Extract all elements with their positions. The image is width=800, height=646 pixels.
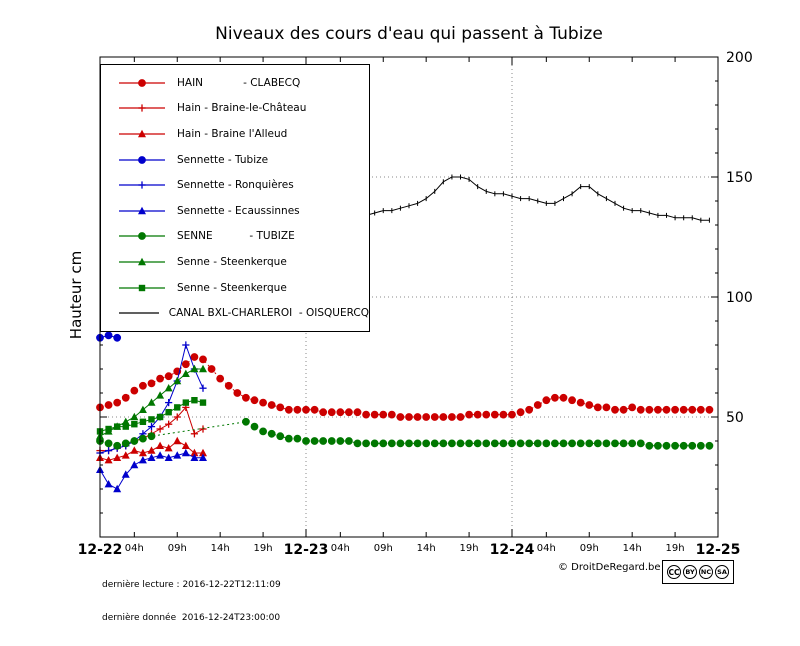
legend-entry: CANAL BXL-CHARLEROI - OISQUERCQ: [101, 306, 369, 320]
legend-entry: Hain - Braine l'Alleud: [101, 127, 369, 141]
legend-triangle-sample: [119, 206, 165, 214]
legend-entry: Sennette - Tubize: [101, 153, 369, 167]
legend-label: Senne - Steenkerque: [177, 255, 287, 268]
cc-by-icon: BY: [683, 565, 697, 579]
legend-circle-sample: [119, 232, 165, 241]
svg-text:19h: 19h: [666, 543, 685, 554]
last-data-note: dernière donnée 2016-12-24T23:00:00: [102, 613, 281, 623]
svg-text:150: 150: [726, 170, 753, 186]
legend-entry: Sennette - Ronquières: [101, 178, 369, 192]
legend-label: Hain - Braine-le-Château: [177, 102, 307, 115]
last-reading-note: dernière lecture : 2016-12-22T12:11:09: [102, 580, 281, 590]
legend-label: Sennette - Ecaussinnes: [177, 204, 300, 217]
cc-cc-icon: CC: [667, 565, 681, 579]
svg-text:04h: 04h: [537, 543, 556, 554]
svg-text:50: 50: [726, 410, 744, 426]
legend-label: SENNE - TUBIZE: [177, 230, 295, 243]
svg-text:09h: 09h: [580, 543, 599, 554]
cc-nc-icon: NC: [699, 565, 713, 579]
copyright-link[interactable]: © DroitDeRegard.be: [558, 562, 661, 573]
legend-entry: HAIN - CLABECQ: [101, 76, 369, 90]
water-levels-chart-page: Niveaux des cours d'eau qui passent à Tu…: [67, 24, 753, 623]
legend-label: CANAL BXL-CHARLEROI - OISQUERCQ: [168, 307, 369, 320]
legend-entry: Hain - Braine-le-Château: [101, 101, 369, 115]
legend-label: Senne - Steenkerque: [177, 281, 287, 294]
legend: HAIN - CLABECQ Hain - Braine-le-Château Ha…: [100, 64, 370, 332]
legend-plus-sample: [119, 104, 165, 112]
legend-plus-sample: [119, 181, 165, 189]
legend-label: HAIN - CLABECQ: [177, 76, 301, 89]
legend-entry: Senne - Steenkerque: [101, 255, 369, 269]
footer-notes: dernière lecture : 2016-12-22T12:11:09 d…: [102, 558, 281, 646]
legend-entry: Sennette - Ecaussinnes: [101, 204, 369, 218]
legend-circle-sample: [119, 155, 165, 164]
svg-text:04h: 04h: [125, 543, 144, 554]
svg-text:12-22: 12-22: [78, 542, 123, 558]
legend-triangle-sample: [119, 257, 165, 266]
chart-canvas: 50 100 150 200 04h 09h 14h 19h 04h 09h 14h 19h 04h 09…: [78, 50, 753, 558]
legend-entry: SENNE - TUBIZE: [101, 229, 369, 243]
legend-label: Sennette - Tubize: [177, 153, 269, 166]
cc-sa-icon: SA: [715, 565, 729, 579]
chart-title: Niveaux des cours d'eau qui passent à Tu…: [215, 24, 603, 44]
svg-text:09h: 09h: [168, 543, 187, 554]
svg-text:19h: 19h: [460, 543, 479, 554]
svg-text:12-23: 12-23: [284, 542, 329, 558]
svg-text:12-24: 12-24: [490, 542, 535, 558]
svg-text:100: 100: [726, 290, 753, 306]
legend-square-sample: [119, 284, 165, 291]
legend-label: Hain - Braine l'Alleud: [177, 127, 288, 140]
cc-license-badge[interactable]: CC BY NC SA: [662, 560, 734, 584]
svg-text:14h: 14h: [417, 543, 436, 554]
svg-text:14h: 14h: [623, 543, 642, 554]
svg-text:04h: 04h: [331, 543, 350, 554]
svg-text:14h: 14h: [211, 543, 230, 554]
svg-text:19h: 19h: [254, 543, 273, 554]
legend-label: Sennette - Ronquières: [177, 179, 294, 192]
svg-text:200: 200: [726, 50, 753, 66]
legend-triangle-sample: [119, 129, 165, 138]
svg-text:12-25: 12-25: [696, 542, 741, 558]
legend-line-sample: [119, 312, 159, 314]
svg-text:09h: 09h: [374, 543, 393, 554]
legend-entry: Senne - Steenkerque: [101, 281, 369, 295]
legend-circle-sample: [119, 78, 165, 87]
